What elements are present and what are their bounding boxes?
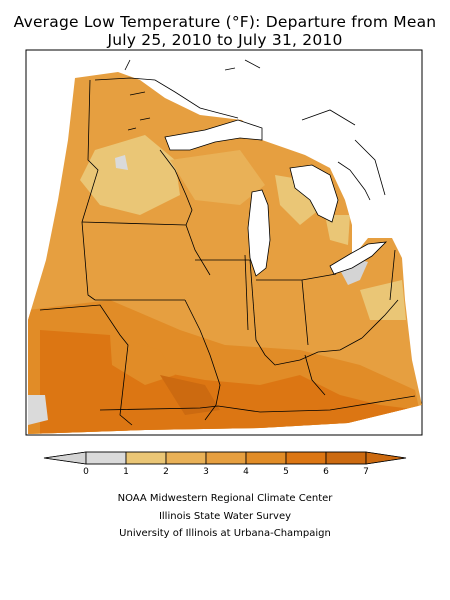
- tn-ky-border: [99, 395, 416, 413]
- legend-tick-label: 4: [243, 467, 249, 477]
- state-boundaries: [39, 79, 416, 426]
- legend-bin-3-4: [205, 451, 247, 465]
- oh-wv-border: [361, 299, 399, 339]
- departure-zone-1-2: [80, 135, 180, 215]
- legend-bin-4-5: [245, 451, 287, 465]
- mn-western-border: [81, 79, 99, 223]
- legend-tick-label: 3: [203, 467, 209, 477]
- legend-tick-labels: 0 1 2 3 4 5 6 7: [83, 452, 369, 477]
- departure-zone-1-2: [275, 175, 325, 225]
- lake-erie: [329, 241, 388, 275]
- canada-outline: [94, 59, 386, 201]
- legend-bin-5-6: [285, 451, 327, 465]
- departure-zone-5-6: [40, 330, 420, 434]
- legend-bin-1-2: [125, 451, 167, 465]
- ia-il-border: [185, 224, 211, 276]
- canadian-lakes: [124, 59, 261, 131]
- departure-zone-0-1: [28, 395, 48, 425]
- credit-line-1: NOAA Midwestern Regional Climate Center: [117, 493, 333, 504]
- oh-pa-border: [389, 249, 396, 301]
- legend-bin-6-7: [325, 451, 367, 465]
- temperature-departure-field: [28, 72, 422, 434]
- hudson-region-outline: [301, 109, 386, 196]
- mn-wi-border: [159, 149, 193, 226]
- ky-wv-border: [304, 354, 326, 396]
- mi-oh-border: [301, 273, 337, 281]
- legend-tick-label: 0: [83, 467, 89, 477]
- map-date-range: July 25, 2010 to July 31, 2010: [107, 31, 343, 49]
- us-canada-border: [94, 77, 239, 119]
- legend-bin-0-1: [85, 451, 127, 465]
- ontario-coast: [337, 161, 371, 201]
- lake-michigan: [247, 189, 271, 277]
- legend-tick-label: 5: [283, 467, 289, 477]
- mississippi-river-border: [184, 299, 221, 421]
- mo-western-border: [39, 304, 133, 426]
- departure-zone-2-3: [170, 150, 265, 205]
- departure-zone-6-plus: [160, 375, 220, 415]
- credit-line-3: University of Illinois at Urbana-Champai…: [119, 528, 331, 539]
- legend: 0 1 2 3 4 5 6 7: [43, 451, 407, 477]
- il-in-border: [249, 259, 257, 341]
- il-state-line: [244, 254, 249, 331]
- legend-tick-label: 7: [363, 467, 369, 477]
- ia-western-border: [81, 221, 96, 301]
- departure-zone-4-5: [110, 335, 175, 385]
- departure-zone-0-1: [115, 155, 128, 170]
- legend-tick-label: 2: [163, 467, 169, 477]
- lake-superior: [164, 119, 263, 151]
- mn-ia-border: [81, 221, 187, 226]
- lake-huron: [289, 164, 339, 223]
- map-frame: [25, 49, 423, 436]
- great-lakes: [164, 119, 388, 277]
- credit-line-2: Illinois State Water Survey: [158, 511, 292, 522]
- legend-bin-2-3: [165, 451, 207, 465]
- legend-bin-below-0: [43, 451, 87, 465]
- legend-bin-above-7: [365, 451, 407, 465]
- legend-tick-label: 1: [123, 467, 129, 477]
- departure-zone-1-2: [360, 280, 406, 320]
- map-title: Average Low Temperature (°F): Departure …: [13, 13, 437, 31]
- ohio-river-border: [255, 337, 363, 366]
- departure-zone-1-2: [325, 215, 350, 245]
- legend-tick-label: 6: [323, 467, 329, 477]
